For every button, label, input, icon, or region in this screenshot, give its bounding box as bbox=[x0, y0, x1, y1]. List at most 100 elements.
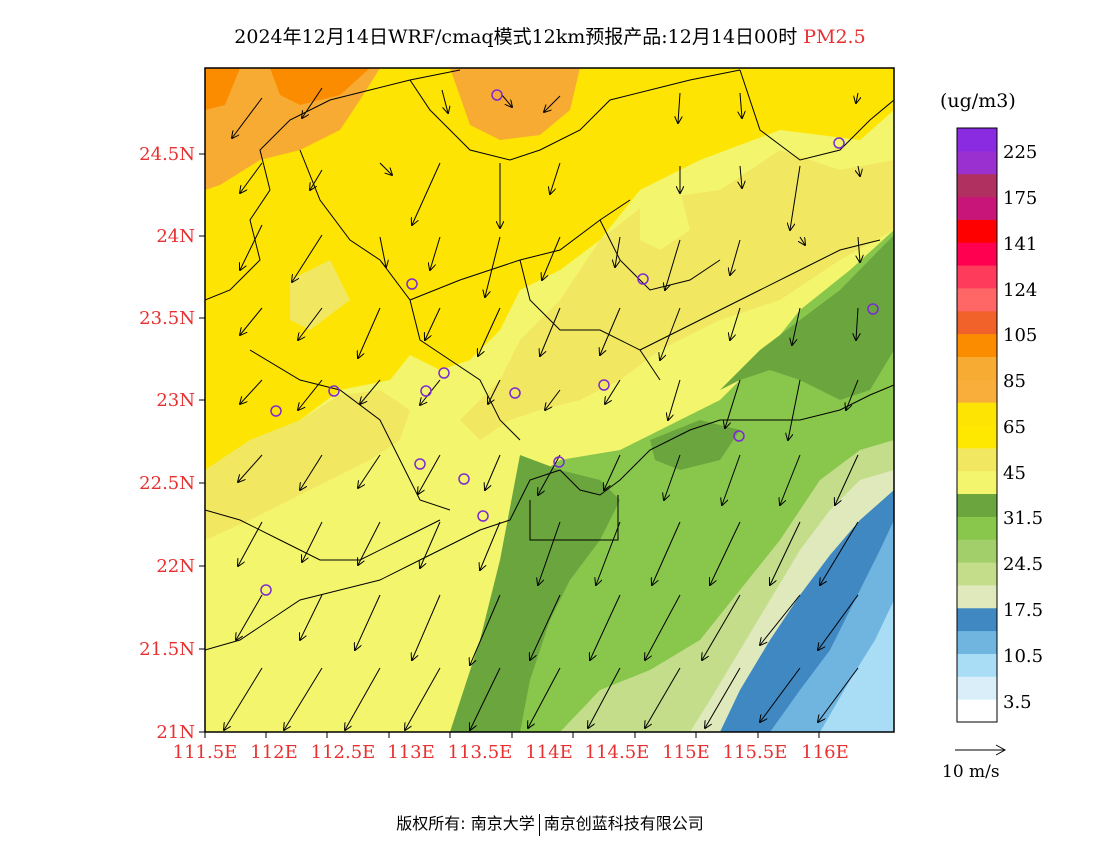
footer-separator bbox=[538, 813, 540, 836]
y-tick-label: 23N bbox=[156, 390, 195, 411]
legend-swatch bbox=[957, 584, 997, 609]
field-band-lightyellow bbox=[460, 150, 894, 440]
x-tick-label: 116E bbox=[801, 742, 849, 763]
field-band-lightyellow-2 bbox=[205, 390, 410, 540]
copyright-company: 南京创蓝科技有限公司 bbox=[543, 814, 704, 833]
y-tick-label: 22.5N bbox=[139, 473, 195, 494]
field-band-orange-2 bbox=[450, 68, 580, 140]
monitoring-stations bbox=[260, 89, 879, 596]
x-tick-label: 112E bbox=[250, 742, 298, 763]
legend-swatch bbox=[957, 402, 997, 426]
station-marker bbox=[733, 430, 745, 442]
legend-label: 45 bbox=[1003, 463, 1026, 484]
station-marker bbox=[553, 456, 565, 468]
x-tick-label: 114.5E bbox=[585, 742, 650, 763]
station-marker bbox=[420, 385, 432, 397]
x-tick-label: 112.5E bbox=[311, 742, 376, 763]
y-tick-label: 23.5N bbox=[139, 308, 195, 329]
legend-label: 141 bbox=[1003, 234, 1037, 255]
wind-vectors bbox=[224, 87, 860, 730]
x-axis-labels: 111.5E 112E 112.5E 113E 113.5E 114E 114.… bbox=[173, 742, 849, 763]
legend-label: 105 bbox=[1003, 325, 1037, 346]
field-band-darkorange bbox=[270, 68, 370, 105]
field-band-cream bbox=[690, 470, 894, 732]
coastline bbox=[205, 384, 894, 651]
station-marker bbox=[328, 385, 340, 397]
city-boundary-box bbox=[529, 495, 619, 541]
legend-swatch bbox=[957, 676, 997, 700]
legend-swatch bbox=[957, 242, 997, 266]
legend-label: 124 bbox=[1003, 280, 1037, 301]
county-boundaries bbox=[205, 69, 894, 561]
station-marker bbox=[406, 278, 418, 290]
legend-label: 85 bbox=[1003, 371, 1026, 392]
boundary-lines bbox=[205, 69, 894, 651]
x-tick-label: 115E bbox=[662, 742, 710, 763]
station-marker bbox=[414, 458, 426, 470]
x-tick-label: 113.5E bbox=[448, 742, 513, 763]
field-patch-light-1 bbox=[640, 190, 690, 250]
legend-swatch bbox=[957, 128, 997, 152]
legend-swatch bbox=[957, 287, 997, 312]
legend-swatch bbox=[957, 425, 997, 449]
station-marker bbox=[270, 405, 282, 417]
copyright-footer: 版权所有: 南京大学 南京创蓝科技有限公司 bbox=[0, 810, 1100, 836]
legend-swatch bbox=[957, 150, 997, 175]
legend-swatch bbox=[957, 447, 997, 472]
title-text: 2024年12月14日WRF/cmaq模式12km预报产品:12月14日00时 bbox=[234, 26, 798, 48]
y-tick-label: 24N bbox=[156, 226, 195, 247]
copyright-owner: 版权所有: 南京大学 bbox=[396, 814, 535, 833]
y-tick-label: 22N bbox=[156, 556, 195, 577]
y-axis-labels: 24.5N 24N 23.5N 23N 22.5N 22N 21.5N 21N bbox=[139, 144, 195, 743]
legend-label: 31.5 bbox=[1003, 508, 1043, 529]
field-band-pale-green bbox=[560, 440, 894, 732]
legend-unit: (ug/m3) bbox=[940, 90, 1016, 112]
field-band-darkorange-2 bbox=[205, 68, 240, 110]
map-title: 2024年12月14日WRF/cmaq模式12km预报产品:12月14日00时 P… bbox=[0, 22, 1100, 49]
legend-label: 17.5 bbox=[1003, 600, 1043, 621]
field-band-green-dark bbox=[450, 455, 620, 732]
province-boundary bbox=[205, 69, 741, 301]
legend-swatch bbox=[957, 607, 997, 632]
wind-reference-label: 10 m/s bbox=[942, 762, 1000, 782]
station-marker bbox=[637, 273, 649, 285]
legend-swatch bbox=[957, 379, 997, 403]
legend-swatch bbox=[957, 470, 997, 495]
legend-label: 10.5 bbox=[1003, 646, 1043, 667]
station-marker bbox=[509, 387, 521, 399]
x-tick-label: 114E bbox=[525, 742, 573, 763]
legend-swatch bbox=[957, 356, 997, 380]
station-marker bbox=[260, 584, 272, 596]
legend-label: 175 bbox=[1003, 188, 1037, 209]
field-band-green-dark-2 bbox=[720, 235, 894, 400]
station-marker bbox=[491, 89, 503, 101]
legend-swatch bbox=[957, 219, 997, 243]
x-tick-label: 111.5E bbox=[173, 742, 238, 763]
concentration-field bbox=[205, 68, 894, 732]
y-tick-label: 24.5N bbox=[139, 144, 195, 165]
legend-swatch bbox=[957, 265, 997, 289]
legend-swatch bbox=[957, 493, 997, 517]
field-patch-green-1 bbox=[650, 420, 740, 470]
station-marker bbox=[458, 473, 470, 485]
color-legend bbox=[957, 128, 997, 723]
station-marker bbox=[438, 367, 450, 379]
station-marker bbox=[867, 303, 879, 315]
station-marker bbox=[598, 379, 610, 391]
station-marker bbox=[477, 510, 489, 522]
legend-label: 3.5 bbox=[1003, 692, 1032, 713]
legend-swatch bbox=[957, 539, 997, 563]
station-marker bbox=[833, 137, 845, 149]
wind-reference-arrow bbox=[955, 744, 1007, 756]
legend-label: 225 bbox=[1003, 142, 1037, 163]
legend-label: 65 bbox=[1003, 417, 1026, 438]
field-band-yellow bbox=[205, 68, 894, 480]
pollutant-label: PM2.5 bbox=[803, 26, 866, 48]
legend-swatch bbox=[957, 653, 997, 677]
legend-label: 24.5 bbox=[1003, 554, 1043, 575]
y-tick-label: 21N bbox=[156, 722, 195, 743]
legend-swatch bbox=[957, 562, 997, 586]
y-tick-label: 21.5N bbox=[139, 639, 195, 660]
x-tick-label: 115.5E bbox=[723, 742, 788, 763]
